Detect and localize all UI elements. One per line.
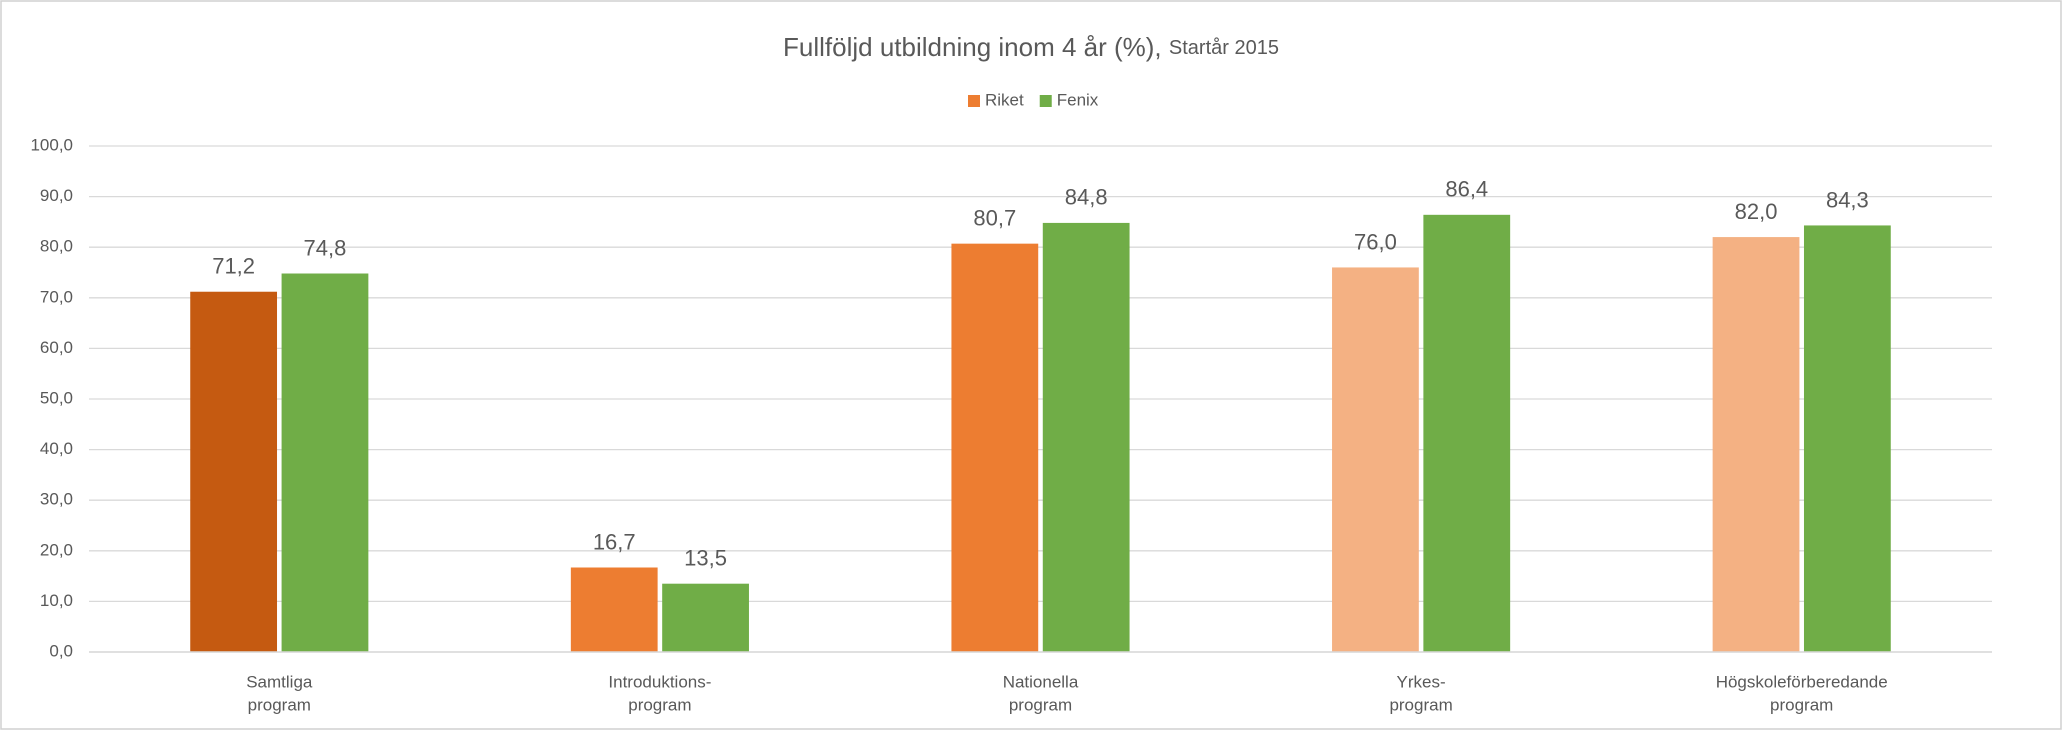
x-tick-label: Samtliga	[246, 672, 313, 691]
bar	[662, 583, 749, 652]
y-tick-label: 20,0	[40, 540, 73, 559]
x-tick-label: Nationella	[1003, 672, 1079, 691]
x-tick-label: Introduktions-	[608, 672, 711, 691]
value-label: 80,7	[973, 205, 1016, 230]
y-tick-label: 100,0	[30, 135, 73, 154]
value-label: 13,5	[684, 546, 727, 571]
bar	[1042, 222, 1130, 653]
y-tick-label: 80,0	[40, 237, 73, 256]
value-label: 84,3	[1826, 187, 1869, 212]
value-label: 76,0	[1354, 229, 1397, 254]
y-tick-label: 60,0	[40, 338, 73, 357]
bar	[951, 243, 1039, 652]
bar	[1423, 214, 1511, 653]
y-tick-label: 90,0	[40, 186, 73, 205]
value-label: 71,2	[212, 254, 255, 279]
x-tick-label: program	[1009, 695, 1072, 714]
y-tick-label: 40,0	[40, 439, 73, 458]
x-tick-label: Yrkes-	[1397, 672, 1446, 691]
y-tick-label: 0,0	[49, 641, 73, 660]
legend-swatch	[1039, 95, 1052, 107]
chart-title: Fullföljd utbildning inom 4 år (%), Star…	[783, 32, 1279, 62]
x-tick-label: program	[248, 695, 311, 714]
bar	[1712, 237, 1800, 652]
legend-label: Fenix	[1057, 90, 1099, 109]
legend-swatch	[968, 95, 980, 107]
x-tick-label: program	[1770, 695, 1833, 714]
value-label: 86,4	[1445, 177, 1488, 202]
bar	[1332, 267, 1419, 652]
legend-label: Riket	[985, 90, 1024, 109]
bar	[1803, 225, 1891, 652]
value-label: 74,8	[304, 235, 347, 260]
bar	[190, 291, 278, 652]
x-tick-label: program	[1389, 695, 1452, 714]
y-tick-label: 10,0	[40, 591, 73, 610]
bar	[281, 273, 369, 652]
x-tick-label: program	[628, 695, 691, 714]
subtitle: Startår 2015	[1169, 37, 1279, 59]
title: Fullföljd utbildning inom 4 år (%),	[783, 32, 1162, 62]
value-label: 84,8	[1065, 185, 1108, 210]
bar	[570, 567, 658, 652]
value-label: 16,7	[593, 529, 636, 554]
value-label: 82,0	[1735, 199, 1778, 224]
y-tick-label: 50,0	[40, 388, 73, 407]
y-tick-label: 70,0	[40, 287, 73, 306]
y-tick-label: 30,0	[40, 490, 73, 509]
x-tick-label: Högskoleförberedande	[1716, 672, 1888, 691]
